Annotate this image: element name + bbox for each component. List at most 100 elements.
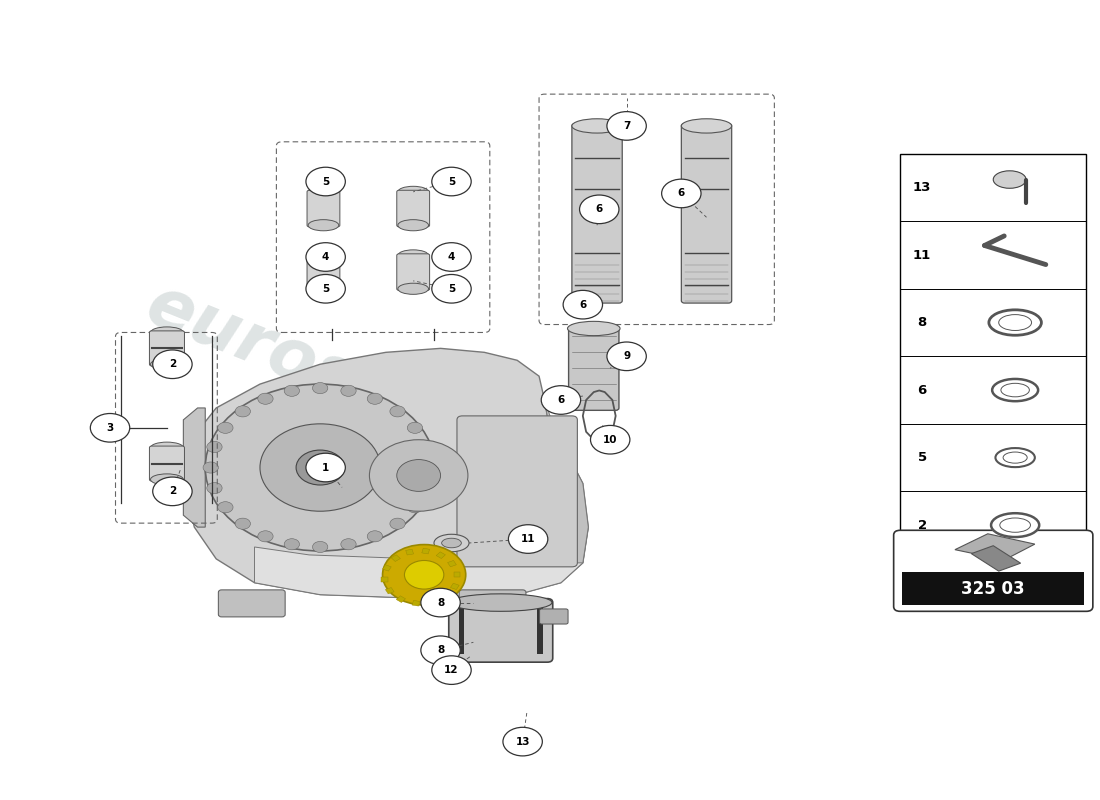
Text: 13: 13 [516,737,530,746]
Ellipse shape [308,186,339,198]
Circle shape [367,530,383,542]
Circle shape [235,406,251,417]
Circle shape [341,538,356,550]
FancyBboxPatch shape [572,123,623,303]
Polygon shape [971,546,1021,571]
Text: 6: 6 [558,395,564,405]
Circle shape [296,450,344,485]
Text: 10: 10 [603,434,617,445]
Circle shape [591,426,630,454]
Circle shape [607,342,647,370]
Bar [392,555,400,562]
Ellipse shape [398,220,429,230]
Ellipse shape [151,474,184,485]
Circle shape [503,727,542,756]
Circle shape [370,440,468,511]
Polygon shape [184,348,588,598]
Text: 6: 6 [917,383,926,397]
Ellipse shape [999,314,1032,330]
Text: 7: 7 [623,121,630,131]
Circle shape [432,167,471,196]
Circle shape [418,442,433,453]
FancyBboxPatch shape [449,598,552,662]
Bar [902,572,1085,605]
Circle shape [218,422,233,434]
FancyBboxPatch shape [397,254,430,290]
Text: 2: 2 [168,359,176,370]
Ellipse shape [681,118,732,133]
Circle shape [405,561,443,589]
Circle shape [306,274,345,303]
Text: 3: 3 [107,423,113,433]
Text: 5: 5 [322,177,329,186]
Circle shape [389,518,405,530]
Text: 8: 8 [437,598,444,607]
Bar [441,593,451,599]
Circle shape [306,167,345,196]
Circle shape [341,386,356,396]
Text: 6: 6 [678,189,685,198]
Bar [900,154,1087,559]
Text: 5: 5 [917,451,926,464]
Ellipse shape [434,534,469,552]
FancyBboxPatch shape [569,326,619,410]
Ellipse shape [308,250,339,261]
Circle shape [257,393,273,404]
Ellipse shape [398,186,429,198]
Circle shape [206,384,436,551]
Bar [450,583,459,590]
Ellipse shape [450,594,552,611]
Ellipse shape [1000,518,1031,532]
Text: 6: 6 [595,204,603,214]
Polygon shape [254,527,588,598]
Circle shape [418,482,433,494]
Circle shape [306,454,345,482]
Circle shape [235,518,251,530]
Text: 13: 13 [913,181,932,194]
Circle shape [407,422,422,434]
Bar [385,587,394,594]
Text: eurospares: eurospares [136,270,569,498]
FancyBboxPatch shape [681,123,732,303]
Text: 325 03: 325 03 [961,580,1025,598]
Circle shape [90,414,130,442]
Text: 5: 5 [448,284,455,294]
Circle shape [422,462,438,473]
Circle shape [508,525,548,554]
Circle shape [204,462,219,473]
Circle shape [257,530,273,542]
Bar [538,606,543,654]
FancyBboxPatch shape [540,609,568,624]
FancyBboxPatch shape [456,416,578,567]
Text: 11: 11 [913,249,932,262]
Circle shape [367,393,383,404]
FancyBboxPatch shape [459,590,526,617]
Polygon shape [544,400,588,563]
Text: 9: 9 [623,351,630,362]
Bar [453,572,460,577]
Circle shape [207,482,222,494]
Polygon shape [955,534,1035,560]
Text: 5: 5 [448,177,455,186]
Text: 2: 2 [168,486,176,496]
Text: 1: 1 [322,462,329,473]
Circle shape [432,656,471,685]
Circle shape [284,386,299,396]
Text: 4: 4 [322,252,329,262]
FancyBboxPatch shape [307,190,340,227]
Ellipse shape [1001,383,1030,397]
Circle shape [383,545,465,605]
Bar [459,606,464,654]
Text: 2: 2 [917,518,926,532]
Circle shape [260,424,381,511]
Text: a passionate parts since 1985: a passionate parts since 1985 [224,437,570,570]
Ellipse shape [151,358,184,370]
Circle shape [284,538,299,550]
Ellipse shape [151,442,184,454]
FancyBboxPatch shape [219,590,285,617]
Ellipse shape [572,118,623,133]
Circle shape [563,290,603,319]
Ellipse shape [996,448,1035,467]
Polygon shape [184,408,206,527]
Circle shape [661,179,701,208]
